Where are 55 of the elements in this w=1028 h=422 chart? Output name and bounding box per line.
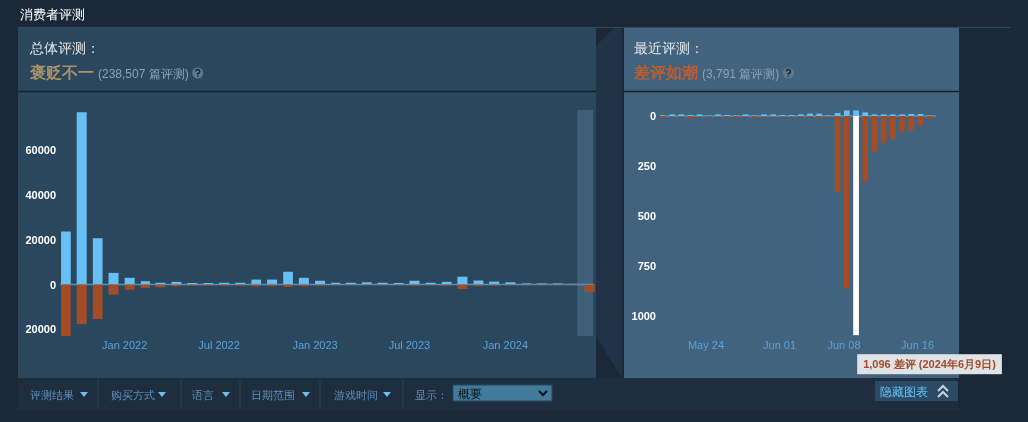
y-tick-label: 20000 xyxy=(25,233,56,246)
bar xyxy=(108,272,119,285)
x-tick-label: Jan 2022 xyxy=(102,339,148,351)
y-tick-label: 500 xyxy=(637,210,656,222)
y-tick-label: 750 xyxy=(637,260,656,272)
y-tick-label: 40000 xyxy=(25,189,56,202)
x-tick-label: May 24 xyxy=(687,339,725,351)
x-tick-label: Jul 2023 xyxy=(388,339,431,351)
bar xyxy=(251,279,262,285)
bar xyxy=(298,277,309,285)
bar xyxy=(584,284,595,292)
bar xyxy=(76,112,87,285)
y-tick-label: 0 xyxy=(49,278,56,291)
text: 购买方式 xyxy=(111,389,155,401)
bar xyxy=(61,284,71,336)
y-tick-label: 20000 xyxy=(25,323,56,336)
bar xyxy=(283,284,293,287)
text: (3,791 篇评测) xyxy=(702,67,780,81)
y-tick-label: 0 xyxy=(649,110,656,122)
bar xyxy=(473,280,484,285)
text: 概要 xyxy=(458,387,482,401)
x-tick-label: Jun 01 xyxy=(763,339,797,351)
chart-title: 总体评测： xyxy=(29,40,100,56)
bar xyxy=(457,276,468,285)
chart-subtitle: 差评如潮 xyxy=(633,64,698,81)
x-tick-label: Jun 08 xyxy=(827,339,861,351)
x-tick-label: Jan 2023 xyxy=(292,339,338,351)
x-tick-label: Jan 2024 xyxy=(482,339,529,351)
bar xyxy=(315,280,326,285)
bar xyxy=(92,238,103,285)
chart-title: 最近评测： xyxy=(634,40,704,56)
bar xyxy=(92,284,103,319)
text: (238,507 篇评测) xyxy=(98,67,189,81)
bar xyxy=(267,279,278,285)
x-tick-label: Jul 2022 xyxy=(198,339,240,351)
text: 隐藏图表 xyxy=(880,385,928,399)
chart-subtitle: 褒贬不一 xyxy=(29,63,94,81)
bar xyxy=(283,271,293,285)
bar xyxy=(124,284,135,290)
y-tick-label: 1000 xyxy=(631,310,656,322)
y-tick-label: 250 xyxy=(637,160,656,172)
annotation: 1,096 差评 (2024年6月9日) xyxy=(863,358,997,371)
bar xyxy=(108,284,119,295)
text: 日期范围 xyxy=(251,389,295,401)
bar xyxy=(409,280,420,285)
bar xyxy=(124,277,135,285)
text: 游戏时间 xyxy=(334,389,378,401)
text: 消费者评测 xyxy=(20,7,85,22)
text: 评测结果 xyxy=(30,389,74,401)
x-tick-label: Jun 16 xyxy=(901,339,935,351)
bar xyxy=(76,284,87,325)
y-tick-label: 60000 xyxy=(25,144,56,157)
bar xyxy=(61,231,71,285)
text: 显示： xyxy=(415,389,448,401)
text: 语言 xyxy=(192,389,214,401)
